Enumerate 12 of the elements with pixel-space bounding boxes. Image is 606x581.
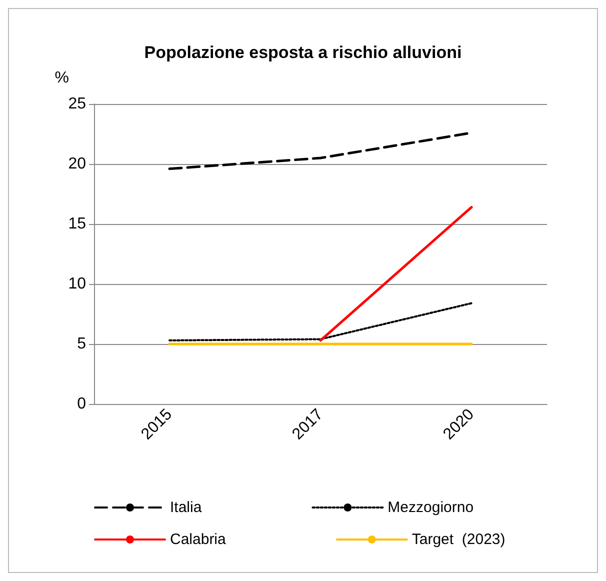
y-tick-label: 10 (68, 276, 86, 292)
y-tick-label: 5 (77, 336, 86, 352)
y-tick-label: 0 (77, 396, 86, 412)
y-tick-label: 20 (68, 156, 86, 172)
y-axis-title: % (54, 70, 69, 86)
legend-label: Target (2023) (412, 531, 506, 548)
legend-label: Italia (170, 499, 202, 516)
legend-label: Calabria (170, 531, 227, 548)
chart-title: Popolazione esposta a rischio alluvioni (144, 43, 462, 62)
y-tick-label: 25 (68, 96, 86, 112)
y-tick-label: 15 (68, 216, 86, 232)
legend-label: Mezzogiorno (388, 499, 474, 516)
